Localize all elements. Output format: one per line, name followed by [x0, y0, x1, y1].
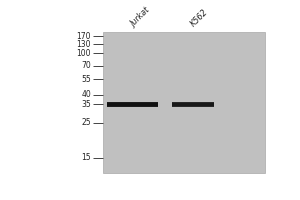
- Bar: [172, 103, 214, 106]
- Text: Jurkat: Jurkat: [129, 6, 152, 29]
- Bar: [172, 102, 214, 107]
- Text: 35: 35: [81, 100, 91, 109]
- Text: 130: 130: [76, 40, 91, 49]
- Bar: [107, 103, 158, 106]
- Text: K562: K562: [189, 8, 210, 29]
- Bar: [103, 32, 266, 173]
- Text: 25: 25: [81, 118, 91, 127]
- Bar: [107, 102, 158, 107]
- Text: 100: 100: [76, 49, 91, 58]
- Text: 55: 55: [81, 75, 91, 84]
- Text: 40: 40: [81, 90, 91, 99]
- Text: 15: 15: [81, 153, 91, 162]
- Text: 70: 70: [81, 61, 91, 70]
- Text: 170: 170: [76, 32, 91, 41]
